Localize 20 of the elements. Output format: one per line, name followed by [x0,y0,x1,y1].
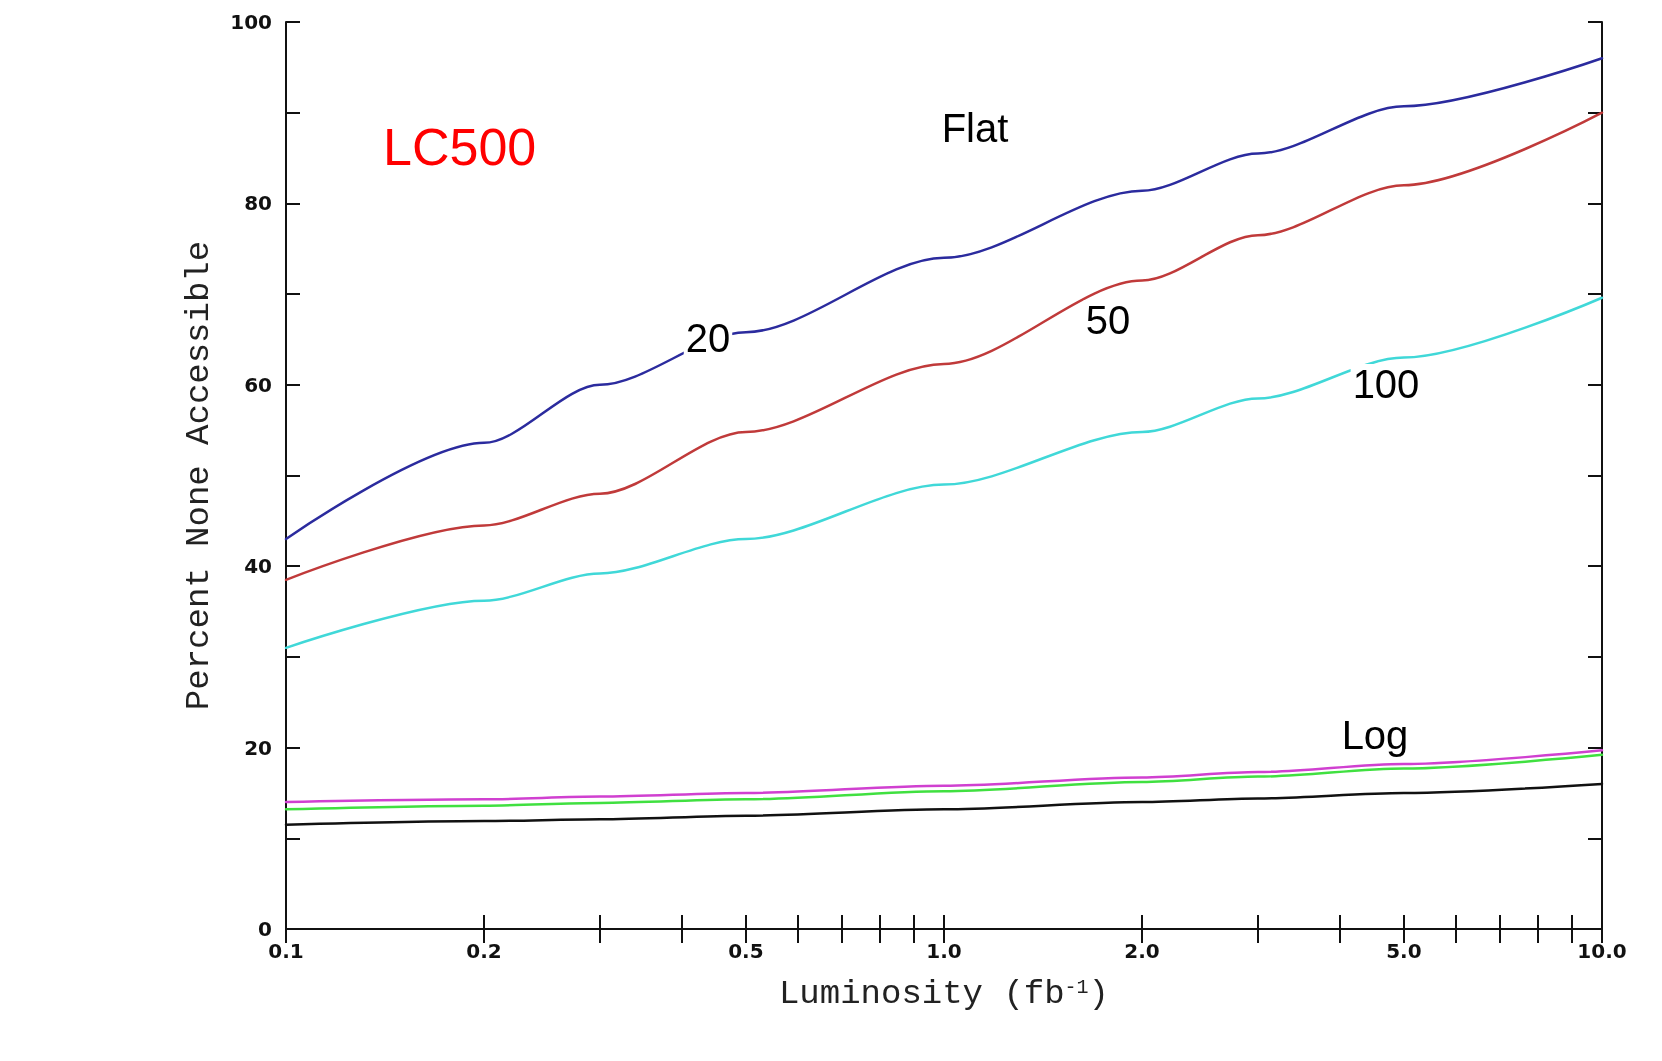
annotation: 50 [1085,298,1131,342]
y-tick-label: 80 [244,191,272,216]
x-tick-label: 5.0 [1386,939,1422,963]
annotation: 20 [685,316,731,360]
annotation: Log [1341,713,1409,757]
text: LC500 [383,118,537,176]
y-tick-label: 60 [244,372,272,397]
y-tick-label: 0 [258,917,272,941]
annotation: 100 [1352,362,1420,406]
x-tick-label: 10.0 [1577,939,1627,963]
x-tick-label: 2.0 [1124,939,1160,963]
y-tick-label: 20 [244,735,272,760]
x-tick-label: 0.5 [728,939,764,963]
x-tick-label: 0.1 [268,939,304,963]
x-tick-label: 0.2 [466,939,502,963]
y-tick-label: 40 [244,554,272,579]
x-tick-label: 1.0 [926,939,962,963]
y-axis-title: Percent None Accessible [180,240,218,711]
annotation: Flat [941,106,1009,150]
y-tick-label: 100 [230,10,272,34]
